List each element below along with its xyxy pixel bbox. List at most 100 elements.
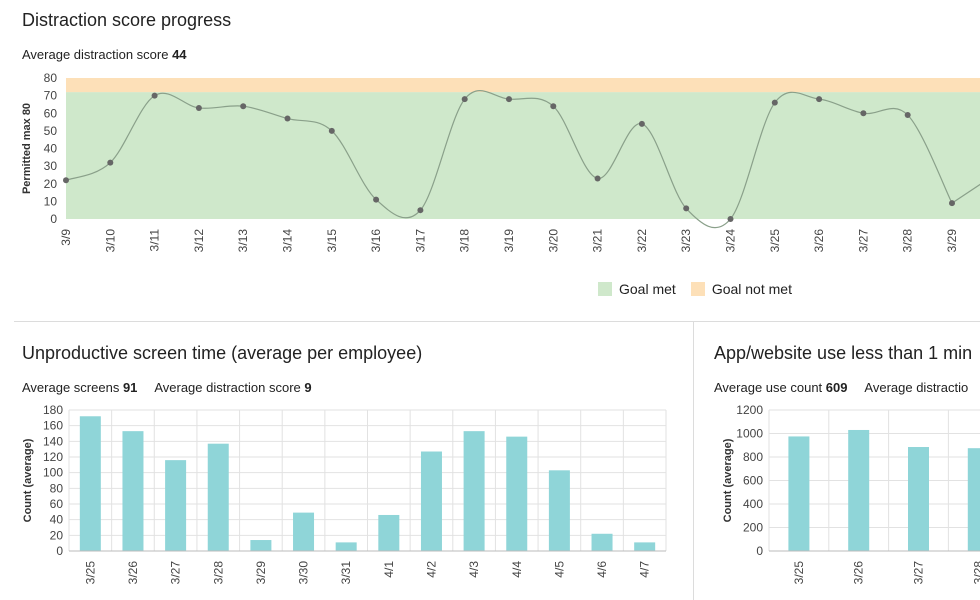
bar xyxy=(506,436,528,551)
y-axis-label: Permitted max 80 xyxy=(21,103,33,194)
bar xyxy=(165,460,187,551)
data-point xyxy=(328,127,335,134)
y-tick-label: 0 xyxy=(756,544,763,558)
data-point xyxy=(816,96,823,103)
line-chart-stat: Average distraction score 44 xyxy=(22,47,187,62)
x-tick-label: 3/28 xyxy=(971,561,980,585)
goal-met-band xyxy=(66,92,980,219)
data-point xyxy=(284,115,291,122)
data-point xyxy=(373,196,380,203)
y-tick-label: 0 xyxy=(50,212,57,226)
stat-value: 44 xyxy=(172,47,187,62)
bar xyxy=(122,431,144,551)
legend-swatch-goal-not-met xyxy=(690,282,705,296)
series-line xyxy=(65,90,980,229)
bar xyxy=(250,540,272,551)
x-tick-label: 3/20 xyxy=(546,229,560,253)
y-tick-label: 20 xyxy=(50,528,64,542)
data-point xyxy=(240,103,247,110)
y-tick-label: 0 xyxy=(56,544,63,558)
data-point xyxy=(638,120,645,127)
y-tick-label: 70 xyxy=(44,89,58,103)
x-tick-label: 3/29 xyxy=(254,561,268,585)
section-divider-horizontal xyxy=(14,321,980,322)
x-tick-label: 3/30 xyxy=(297,561,311,585)
goal-not-met-band xyxy=(66,78,980,93)
bar xyxy=(908,447,929,551)
stat-label: Average distraction score xyxy=(154,380,301,395)
data-point xyxy=(107,159,114,166)
stat-value: 9 xyxy=(304,380,312,395)
y-tick-label: 30 xyxy=(44,159,58,173)
y-tick-label: 400 xyxy=(743,497,763,511)
bar xyxy=(591,533,613,551)
y-axis-label: Count (average) xyxy=(22,438,34,522)
y-tick-label: 160 xyxy=(43,419,63,433)
y-tick-label: 100 xyxy=(43,466,63,480)
bar xyxy=(463,431,485,551)
x-tick-label: 4/2 xyxy=(424,561,438,578)
bar xyxy=(788,436,810,551)
bar-chart-2-title: App/website use less than 1 min xyxy=(714,343,973,363)
data-point xyxy=(771,99,778,106)
x-tick-label: 3/14 xyxy=(281,229,295,253)
bar xyxy=(420,451,442,551)
y-tick-label: 1200 xyxy=(736,403,763,417)
line-chart-title: Distraction score progress xyxy=(22,10,232,30)
x-tick-label: 3/18 xyxy=(458,229,472,253)
bar xyxy=(634,542,656,551)
y-axis-label: Count (average) xyxy=(722,438,734,522)
x-tick-label: 3/16 xyxy=(369,229,383,253)
x-tick-label: 3/29 xyxy=(945,229,959,253)
y-tick-label: 80 xyxy=(44,71,58,85)
bar xyxy=(848,429,870,551)
data-point xyxy=(683,205,690,212)
y-tick-label: 40 xyxy=(44,142,58,156)
data-point xyxy=(550,103,557,110)
data-point xyxy=(904,112,911,119)
data-point xyxy=(594,175,601,182)
bar xyxy=(335,542,357,551)
bar xyxy=(967,448,980,551)
y-tick-label: 60 xyxy=(44,106,58,120)
data-point xyxy=(949,200,955,207)
x-tick-label: 3/27 xyxy=(169,561,183,585)
x-tick-label: 3/26 xyxy=(812,229,826,253)
x-tick-label: 3/13 xyxy=(236,229,250,253)
x-tick-label: 3/28 xyxy=(901,229,915,253)
y-tick-label: 600 xyxy=(743,474,763,488)
y-tick-label: 800 xyxy=(743,450,763,464)
x-tick-label: 3/9 xyxy=(59,229,73,246)
y-tick-label: 120 xyxy=(43,450,63,464)
x-tick-label: 3/27 xyxy=(912,561,926,585)
x-tick-label: 3/28 xyxy=(211,561,225,585)
legend-swatch-goal-met xyxy=(598,282,612,296)
x-tick-label: 3/23 xyxy=(679,229,693,253)
data-point xyxy=(151,92,158,99)
bar xyxy=(548,470,570,551)
line-chart-legend: Goal met Goal not met xyxy=(598,281,807,297)
y-tick-label: 140 xyxy=(43,434,63,448)
x-tick-label: 3/25 xyxy=(83,561,97,585)
stat-label: Average screens xyxy=(22,380,120,395)
y-tick-label: 200 xyxy=(743,521,763,535)
stat-value: 609 xyxy=(825,380,848,395)
legend-item-goal-not-met: Goal not met xyxy=(690,281,792,297)
x-tick-label: 3/15 xyxy=(325,229,339,253)
bar xyxy=(293,512,315,551)
y-tick-label: 180 xyxy=(43,403,63,417)
data-point xyxy=(417,207,424,214)
x-tick-label: 3/31 xyxy=(339,561,353,585)
y-tick-label: 20 xyxy=(44,177,58,191)
x-tick-label: 3/26 xyxy=(852,561,866,585)
y-tick-label: 1000 xyxy=(736,427,763,441)
y-tick-label: 60 xyxy=(50,497,64,511)
stat-label: Average use count xyxy=(714,380,823,395)
legend-label-goal-not-met: Goal not met xyxy=(711,281,792,297)
bar-chart-2-stats: Average use count 609 Average distractio xyxy=(714,380,968,395)
line-chart: 0 10 20 30 40 50 60 70 80 Permitted max 80 3/9 3/10… xyxy=(21,71,980,253)
bar-chart-1-title: Unproductive screen time (average per em… xyxy=(22,343,423,363)
x-tick-label: 3/21 xyxy=(591,229,605,253)
x-tick-label: 3/19 xyxy=(502,229,516,253)
